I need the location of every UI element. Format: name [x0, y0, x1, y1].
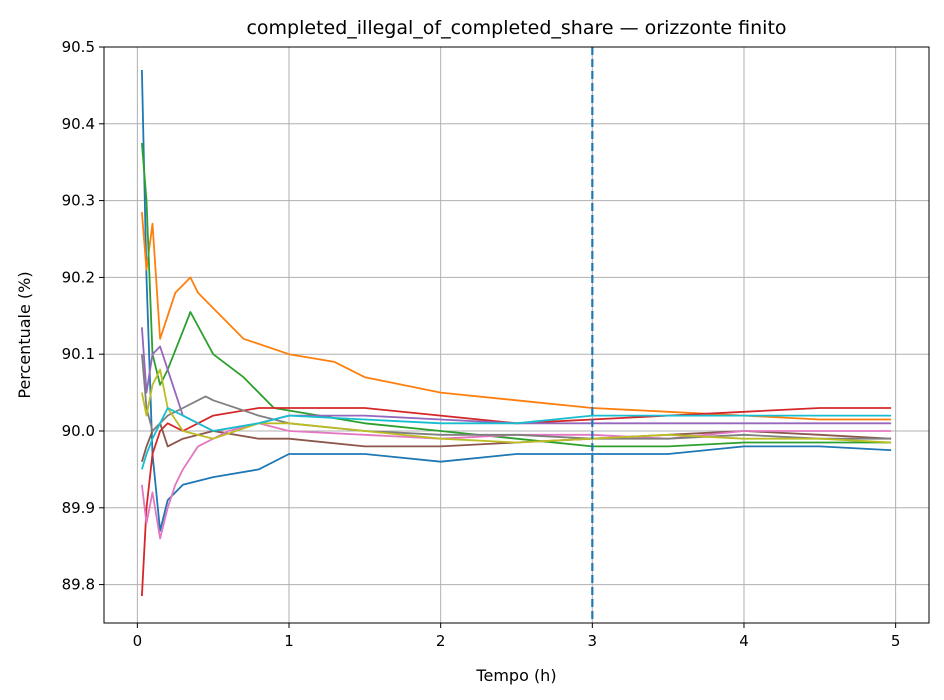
y-tick-label: 90.1 — [62, 345, 95, 363]
chart-title: completed_illegal_of_completed_share — o… — [246, 17, 786, 39]
y-tick-label: 90.0 — [62, 422, 95, 440]
y-tick-label: 89.8 — [62, 576, 95, 594]
y-tick-label: 90.2 — [62, 268, 95, 286]
x-tick-label: 2 — [436, 632, 446, 650]
x-tick-label: 4 — [739, 632, 749, 650]
y-tick-label: 90.5 — [62, 38, 95, 56]
y-tick-label: 90.3 — [62, 192, 95, 210]
y-tick-label: 90.4 — [62, 115, 95, 133]
x-axis-label: Tempo (h) — [475, 666, 556, 685]
x-tick-label: 0 — [133, 632, 143, 650]
x-tick-label: 3 — [588, 632, 598, 650]
y-axis-label: Percentuale (%) — [15, 271, 34, 398]
x-tick-label: 5 — [891, 632, 901, 650]
y-tick-label: 89.9 — [62, 499, 95, 517]
x-tick-label: 1 — [284, 632, 294, 650]
